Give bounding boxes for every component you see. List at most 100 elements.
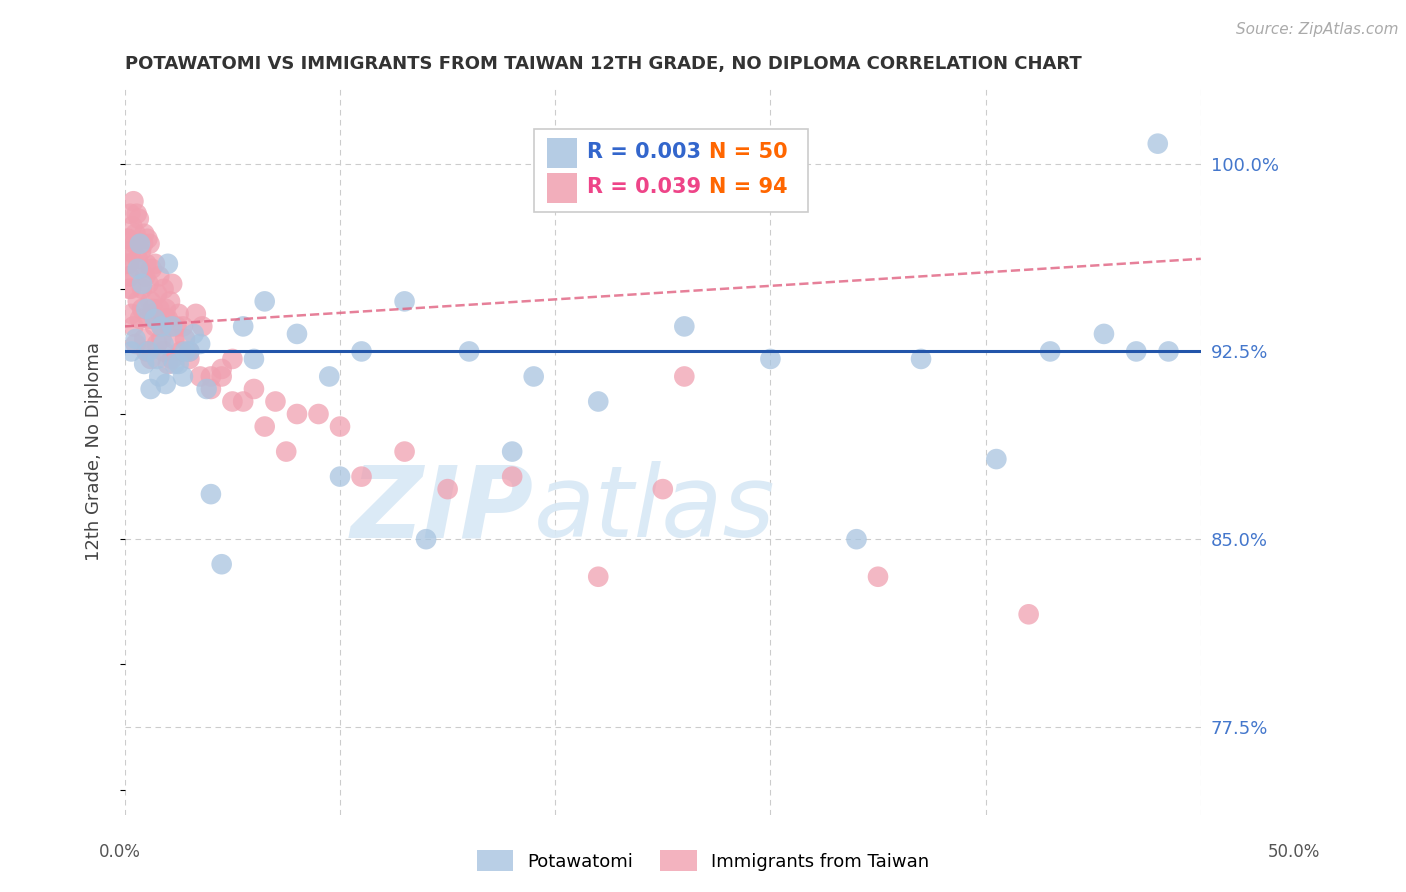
- Point: [588, 570, 610, 584]
- Text: 0.0%: 0.0%: [98, 843, 141, 861]
- Point: [152, 337, 174, 351]
- Point: [150, 332, 173, 346]
- Point: [134, 269, 156, 284]
- Point: [135, 257, 157, 271]
- Point: [1018, 607, 1040, 622]
- Text: atlas: atlas: [534, 461, 775, 558]
- Point: [121, 219, 143, 234]
- Point: [125, 207, 148, 221]
- Point: [138, 312, 160, 326]
- Point: [1146, 136, 1168, 151]
- Point: [129, 244, 152, 259]
- Point: [179, 344, 201, 359]
- Point: [156, 257, 179, 271]
- Point: [588, 394, 610, 409]
- Point: [160, 351, 183, 366]
- Point: [118, 257, 141, 271]
- Point: [1125, 344, 1147, 359]
- Point: [139, 294, 162, 309]
- Point: [124, 236, 146, 251]
- Point: [155, 312, 177, 326]
- Point: [128, 211, 150, 226]
- Point: [146, 337, 169, 351]
- Point: [232, 319, 254, 334]
- Point: [243, 382, 266, 396]
- Point: [160, 277, 183, 291]
- Point: [148, 269, 170, 284]
- Point: [120, 282, 142, 296]
- Point: [329, 419, 352, 434]
- Point: [232, 394, 254, 409]
- Point: [285, 407, 308, 421]
- Point: [136, 232, 159, 246]
- Point: [174, 332, 197, 346]
- Point: [139, 351, 162, 366]
- Point: [159, 294, 181, 309]
- Point: [253, 419, 276, 434]
- Point: [318, 369, 340, 384]
- Point: [436, 482, 458, 496]
- Point: [148, 369, 170, 384]
- Point: [156, 312, 179, 326]
- Point: [135, 301, 157, 316]
- Point: [986, 452, 1008, 467]
- FancyBboxPatch shape: [547, 138, 576, 169]
- Point: [134, 227, 156, 241]
- Legend: Potawatomi, Immigrants from Taiwan: Potawatomi, Immigrants from Taiwan: [470, 843, 936, 879]
- Text: N = 50: N = 50: [709, 143, 787, 162]
- Point: [1092, 326, 1115, 341]
- Point: [350, 469, 373, 483]
- Y-axis label: 12th Grade, No Diploma: 12th Grade, No Diploma: [86, 342, 103, 561]
- Point: [172, 369, 194, 384]
- Point: [117, 232, 139, 246]
- Point: [166, 319, 188, 334]
- Point: [143, 312, 166, 326]
- Point: [276, 444, 298, 458]
- Point: [138, 277, 160, 291]
- Point: [134, 332, 156, 346]
- Point: [127, 261, 149, 276]
- Point: [152, 344, 174, 359]
- Point: [155, 301, 177, 316]
- Point: [195, 382, 218, 396]
- Point: [124, 227, 146, 241]
- Point: [253, 294, 276, 309]
- Point: [141, 261, 163, 276]
- Point: [673, 319, 696, 334]
- Point: [142, 301, 165, 316]
- Point: [120, 344, 142, 359]
- Point: [117, 244, 139, 259]
- Point: [221, 351, 243, 366]
- Point: [118, 282, 141, 296]
- Point: [152, 282, 174, 296]
- Point: [118, 269, 141, 284]
- Point: [155, 376, 177, 391]
- Text: ZIP: ZIP: [350, 461, 534, 558]
- Point: [138, 344, 160, 359]
- Point: [191, 319, 214, 334]
- Point: [759, 351, 782, 366]
- Point: [150, 319, 173, 334]
- Point: [910, 351, 932, 366]
- Point: [200, 369, 222, 384]
- Point: [131, 301, 153, 316]
- Point: [120, 207, 142, 221]
- Point: [132, 236, 155, 251]
- Point: [174, 344, 197, 359]
- Point: [150, 319, 173, 334]
- Point: [845, 532, 868, 546]
- Point: [183, 326, 205, 341]
- Point: [146, 286, 169, 301]
- Point: [118, 269, 141, 284]
- Point: [115, 232, 138, 246]
- Point: [458, 344, 481, 359]
- Point: [127, 252, 149, 266]
- Point: [115, 257, 138, 271]
- Point: [167, 357, 190, 371]
- Point: [131, 277, 153, 291]
- Point: [142, 307, 165, 321]
- Point: [200, 487, 222, 501]
- FancyBboxPatch shape: [547, 173, 576, 203]
- Point: [170, 344, 193, 359]
- Point: [1157, 344, 1180, 359]
